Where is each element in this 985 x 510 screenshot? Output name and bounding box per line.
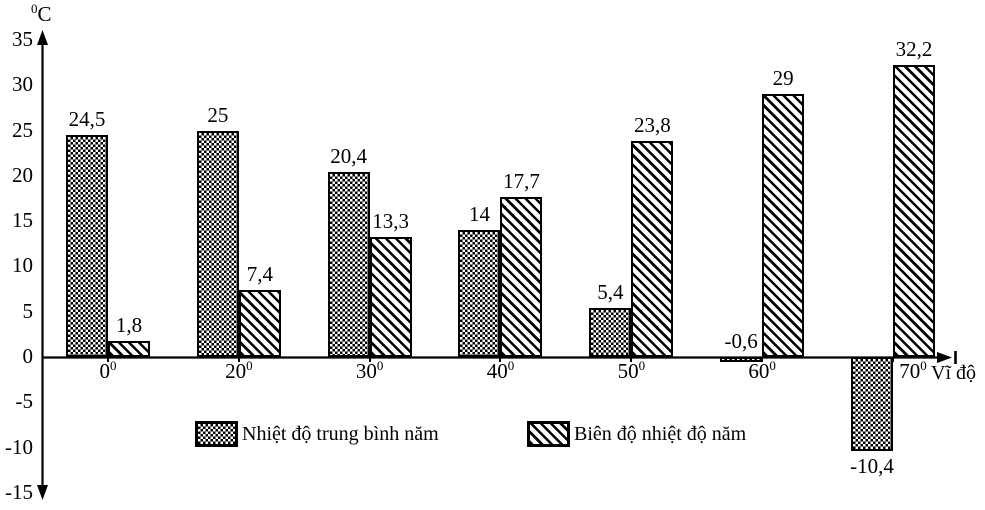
bar-value-label: 7,4	[246, 261, 273, 286]
x-category-label: 200	[225, 358, 253, 383]
bar-value-label: 25	[207, 102, 229, 127]
bar-amplitude	[762, 94, 805, 357]
bar-avg-temp	[589, 308, 632, 357]
y-axis-unit-text: C	[37, 2, 52, 26]
bar-value-label: 23,8	[633, 113, 671, 138]
bar-value-label: 17,7	[503, 168, 540, 193]
x-axis-tick	[368, 357, 371, 362]
y-tick-label: 30	[12, 72, 33, 97]
bar-avg-temp	[327, 172, 370, 357]
y-axis-up-arrow-icon	[37, 30, 48, 45]
x-axis-tick	[761, 357, 764, 362]
bar-amplitude	[108, 340, 150, 357]
x-axis-tick	[499, 357, 502, 362]
y-tick-label: 0	[22, 344, 34, 368]
x-category-label-sup: 0	[920, 358, 927, 373]
x-axis-right-arrow-icon	[937, 352, 952, 363]
bar-avg-temp	[458, 230, 501, 357]
x-category-label-sup: 0	[246, 358, 253, 373]
bar-amplitude	[892, 65, 935, 357]
x-axis-tick	[237, 357, 240, 362]
bar-value-label: -0,6	[724, 329, 758, 353]
x-axis-tick	[107, 357, 109, 362]
y-tick-label: 35	[12, 27, 33, 51]
y-tick-label: 10	[12, 253, 33, 278]
bar-amplitude	[500, 196, 543, 357]
x-axis-title: Vĩ độ	[931, 362, 976, 384]
x-category-label: 500	[617, 358, 646, 383]
bar-value-label: 32,2	[895, 37, 933, 62]
bar-value-label: 5,4	[597, 280, 624, 305]
bar-value-label: 29	[772, 66, 794, 91]
y-axis-unit-sup: 0	[31, 1, 38, 16]
bar-value-label: -10,4	[850, 454, 894, 479]
bar-avg-temp	[850, 357, 893, 452]
x-category-label: 00	[99, 358, 117, 383]
legend-label-amplitude: Biên độ nhiệt độ năm	[574, 422, 747, 445]
y-tick-label: -10	[5, 434, 33, 459]
legend-swatch-checker	[195, 421, 238, 447]
bar-amplitude	[631, 141, 674, 357]
y-tick-label: 5	[22, 298, 34, 323]
x-category-label: 400	[486, 358, 515, 383]
x-category-label-sup: 0	[376, 358, 384, 373]
bar-avg-temp	[66, 135, 108, 357]
x-category-label-sup: 0	[638, 358, 646, 373]
x-category-label: 600	[748, 358, 776, 383]
x-axis-tick	[891, 357, 894, 362]
legend-item-amplitude: Biên độ nhiệt độ năm	[527, 421, 746, 447]
y-tick-label: 25	[12, 117, 33, 142]
x-category-label-sup: 0	[769, 358, 776, 373]
bar-value-label: 1,8	[115, 312, 143, 337]
legend-item-avg-temp: Nhiệt độ trung bình năm	[195, 421, 439, 447]
legend-swatch-diagonal	[527, 421, 570, 447]
bar-avg-temp	[196, 130, 239, 357]
bar-value-label: 13,3	[372, 208, 410, 233]
y-axis-unit: 0C	[31, 1, 52, 27]
y-axis-down-arrow-icon	[37, 485, 48, 500]
y-tick-label: 15	[12, 208, 33, 233]
x-category-label-sup: 0	[110, 358, 117, 373]
x-category-label: 300	[355, 358, 384, 383]
x-category-label-sup: 0	[507, 358, 515, 373]
bar-amplitude	[369, 236, 412, 357]
y-tick-label: 20	[12, 162, 33, 187]
bar-amplitude	[238, 289, 281, 357]
bar-value-label: 14	[468, 202, 490, 227]
bar-value-label: 24,5	[68, 107, 106, 132]
x-axis-tick	[630, 357, 633, 362]
bar-value-label: 20,4	[330, 144, 368, 169]
legend-label-avg-temp: Nhiệt độ trung bình năm	[242, 422, 439, 445]
x-category-label: 700	[899, 358, 927, 383]
y-tick-label: -5	[15, 389, 34, 414]
y-tick-label: -15	[5, 479, 33, 504]
